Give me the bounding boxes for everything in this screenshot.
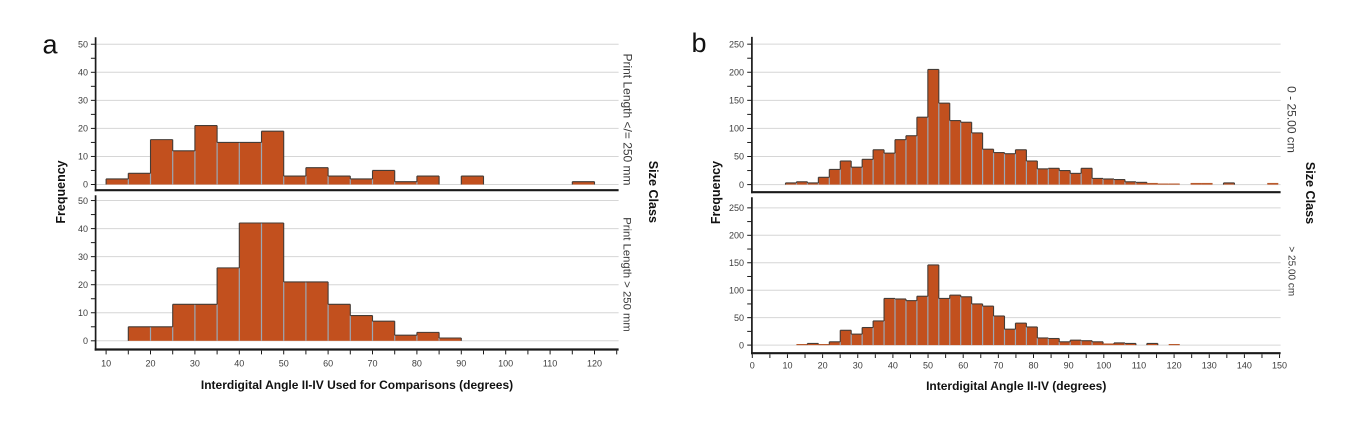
svg-text:110: 110 (543, 359, 557, 369)
svg-text:50: 50 (923, 361, 933, 371)
svg-text:10: 10 (78, 152, 88, 162)
svg-text:20: 20 (78, 124, 88, 134)
svg-text:a: a (43, 29, 59, 59)
svg-text:0: 0 (750, 361, 755, 371)
svg-text:250: 250 (729, 203, 744, 213)
svg-text:130: 130 (1202, 361, 1217, 371)
svg-text:60: 60 (323, 359, 333, 369)
svg-text:b: b (692, 28, 707, 58)
svg-text:100: 100 (498, 359, 513, 369)
svg-text:50: 50 (734, 313, 744, 323)
svg-text:110: 110 (1132, 361, 1146, 371)
svg-text:40: 40 (888, 361, 898, 371)
svg-text:200: 200 (729, 67, 744, 77)
svg-text:40: 40 (234, 359, 244, 369)
svg-text:Interdigital Angle II-IV (degr: Interdigital Angle II-IV (degrees) (926, 379, 1106, 393)
svg-text:Print Length </= 250 mm: Print Length </= 250 mm (620, 53, 634, 185)
svg-text:Interdigital Angle II-IV Used: Interdigital Angle II-IV Used for Compar… (201, 378, 513, 392)
svg-text:20: 20 (145, 359, 155, 369)
svg-text:0: 0 (739, 180, 744, 190)
svg-text:0: 0 (83, 336, 88, 346)
svg-text:Frequency: Frequency (709, 161, 723, 224)
svg-text:100: 100 (729, 285, 744, 295)
svg-text:150: 150 (729, 96, 744, 106)
svg-text:0: 0 (83, 180, 88, 190)
svg-text:0: 0 (739, 340, 744, 350)
svg-text:30: 30 (78, 252, 88, 262)
svg-text:50: 50 (78, 39, 88, 49)
svg-text:Frequency: Frequency (54, 160, 68, 223)
svg-text:20: 20 (818, 361, 828, 371)
svg-text:30: 30 (78, 96, 88, 106)
svg-text:250: 250 (729, 39, 744, 49)
svg-text:> 25.00 cm: > 25.00 cm (1285, 246, 1296, 296)
svg-text:Size Class: Size Class (646, 161, 660, 223)
svg-text:Size Class: Size Class (1303, 162, 1317, 224)
svg-text:120: 120 (587, 359, 602, 369)
svg-text:30: 30 (853, 361, 863, 371)
svg-text:50: 50 (734, 152, 744, 162)
svg-text:90: 90 (456, 359, 466, 369)
svg-text:90: 90 (1064, 361, 1074, 371)
svg-text:40: 40 (78, 68, 88, 78)
svg-text:50: 50 (78, 196, 88, 206)
svg-text:40: 40 (78, 224, 88, 234)
svg-text:200: 200 (729, 231, 744, 241)
svg-text:100: 100 (1096, 361, 1111, 371)
svg-text:30: 30 (190, 359, 200, 369)
svg-text:80: 80 (1028, 361, 1038, 371)
svg-text:10: 10 (78, 308, 88, 318)
svg-text:60: 60 (958, 361, 968, 371)
svg-text:10: 10 (101, 359, 111, 369)
svg-text:70: 70 (993, 361, 1003, 371)
svg-text:20: 20 (78, 280, 88, 290)
svg-text:80: 80 (412, 359, 422, 369)
svg-text:Print Length > 250 mm: Print Length > 250 mm (621, 217, 633, 332)
svg-text:50: 50 (279, 359, 289, 369)
svg-text:70: 70 (367, 359, 377, 369)
svg-text:150: 150 (729, 258, 744, 268)
svg-text:140: 140 (1237, 361, 1252, 371)
svg-text:120: 120 (1167, 361, 1182, 371)
svg-text:10: 10 (782, 361, 792, 371)
svg-text:150: 150 (1272, 361, 1287, 371)
svg-text:0 - 25.00 cm: 0 - 25.00 cm (1285, 86, 1299, 153)
svg-text:100: 100 (729, 124, 744, 134)
